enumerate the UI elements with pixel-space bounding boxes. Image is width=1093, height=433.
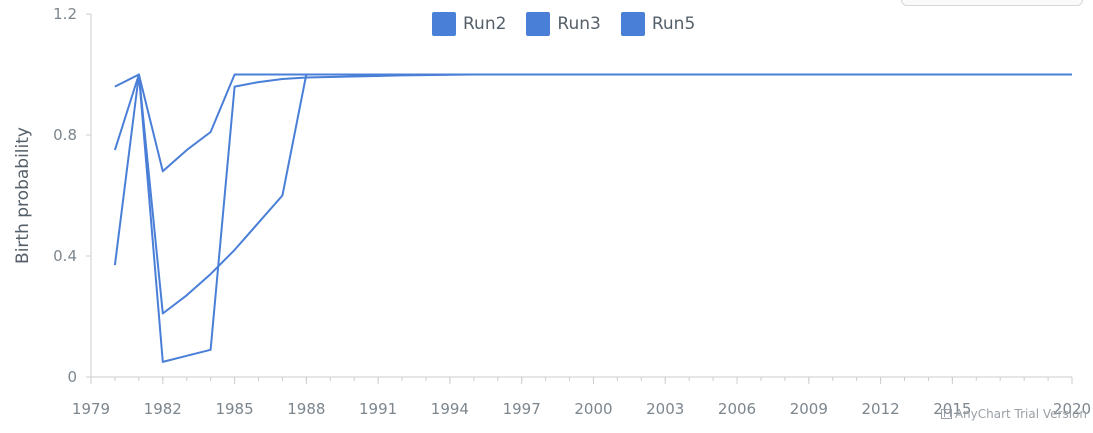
x-tick-label: 2020 xyxy=(1053,400,1091,418)
legend-item-run2[interactable]: Run2 xyxy=(432,12,506,36)
x-tick-label: 1988 xyxy=(287,400,325,418)
axes: 0 0.4 0.8 1.2 1979 1982 1985 1988 1991 1994 1997 20… xyxy=(13,5,1091,418)
legend-item-run5[interactable]: Run5 xyxy=(620,12,696,36)
x-tick-label: 1997 xyxy=(503,400,541,418)
x-tick-label: 2012 xyxy=(861,400,899,418)
y-tick-label: 0.4 xyxy=(53,247,77,265)
series-lines xyxy=(113,73,1072,363)
series-line-run5 xyxy=(113,73,1072,315)
series-line-run3 xyxy=(113,73,1072,363)
watermark: AnyChart Trial Version xyxy=(940,407,1087,421)
watermark-text: AnyChart Trial Version xyxy=(954,407,1087,421)
y-tick-label: 0.8 xyxy=(53,126,77,144)
y-axis-title: Birth probability xyxy=(13,127,33,264)
legend-label: Run2 xyxy=(463,14,507,34)
x-tick-label: 2000 xyxy=(574,400,612,418)
chart-icon xyxy=(940,409,952,419)
x-tick-label: 1991 xyxy=(359,400,397,418)
legend-swatch xyxy=(526,12,551,36)
toolbar-tab[interactable] xyxy=(901,0,1083,6)
x-tick-label: 1985 xyxy=(215,400,253,418)
x-tick-label: 1979 xyxy=(72,400,110,418)
x-tick-label: 1994 xyxy=(431,400,469,418)
x-tick-label: 2003 xyxy=(646,400,684,418)
legend: Run2 Run3 Run5 xyxy=(432,12,695,36)
x-tick-label: 2015 xyxy=(933,400,971,418)
series-line-run2 xyxy=(114,73,1072,173)
y-tick-label: 1.2 xyxy=(53,5,77,23)
x-tick-label: 1982 xyxy=(144,400,182,418)
legend-swatch xyxy=(620,12,645,36)
x-tick-label: 2006 xyxy=(718,400,756,418)
x-tick-label: 2009 xyxy=(790,400,828,418)
legend-label: Run3 xyxy=(557,14,601,34)
legend-label: Run5 xyxy=(651,14,696,34)
y-tick-label: 0 xyxy=(67,368,77,386)
legend-item-run3[interactable]: Run3 xyxy=(526,12,601,36)
legend-swatch xyxy=(432,12,456,36)
